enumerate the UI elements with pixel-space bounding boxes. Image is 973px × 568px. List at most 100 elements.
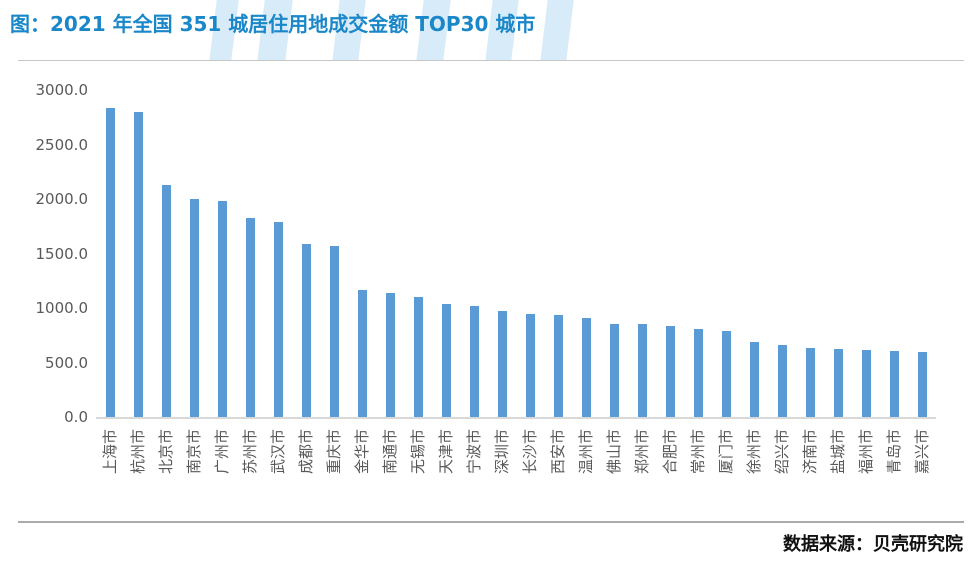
bar <box>357 289 367 417</box>
x-tick-label-text: 常州市 <box>689 429 707 475</box>
chart-title: 图：2021 年全国 351 城居住用地成交金额 TOP30 城市 <box>10 12 536 36</box>
bar-slot <box>460 90 488 417</box>
bar <box>553 315 563 417</box>
x-tick-label: 天津市 <box>432 429 460 529</box>
bar-slot <box>208 90 236 417</box>
bar <box>609 323 619 417</box>
x-tick-label-text: 北京市 <box>157 429 175 475</box>
bar <box>861 350 871 417</box>
bar-slot <box>124 90 152 417</box>
x-tick-label: 宁波市 <box>460 429 488 529</box>
bar-slot <box>264 90 292 417</box>
bar-slot <box>880 90 908 417</box>
bar-slot <box>544 90 572 417</box>
x-tick-label: 武汉市 <box>264 429 292 529</box>
bar <box>441 304 451 417</box>
bar <box>721 330 731 417</box>
x-tick-label-text: 杭州市 <box>129 429 147 475</box>
x-tick-label: 无锡市 <box>404 429 432 529</box>
x-tick-label-text: 上海市 <box>101 429 119 475</box>
x-tick-label: 合肥市 <box>656 429 684 529</box>
x-tick-label: 佛山市 <box>600 429 628 529</box>
bar <box>245 217 255 417</box>
x-tick-label-text: 西安市 <box>549 429 567 475</box>
bar-slot <box>628 90 656 417</box>
x-tick-label: 广州市 <box>208 429 236 529</box>
bar <box>217 200 227 417</box>
x-tick-label: 南通市 <box>376 429 404 529</box>
bar <box>805 348 815 417</box>
bar-slot <box>152 90 180 417</box>
x-tick-label-text: 嘉兴市 <box>913 429 931 475</box>
data-source-label: 数据来源：贝壳研究院 <box>783 534 963 555</box>
bars <box>96 90 936 417</box>
bar-slot <box>236 90 264 417</box>
x-tick-label: 长沙市 <box>516 429 544 529</box>
x-tick-label-text: 绍兴市 <box>773 429 791 475</box>
x-tick-label-text: 温州市 <box>577 429 595 475</box>
x-tick-label-text: 金华市 <box>353 429 371 475</box>
x-tick-label-text: 苏州市 <box>241 429 259 475</box>
watermark-stripe <box>540 0 574 61</box>
x-tick-label: 金华市 <box>348 429 376 529</box>
x-tick-label-text: 天津市 <box>437 429 455 475</box>
x-tick-label-text: 南通市 <box>381 429 399 475</box>
x-tick-label-text: 武汉市 <box>269 429 287 475</box>
bar <box>301 243 311 417</box>
bar-slot <box>516 90 544 417</box>
bar-slot <box>600 90 628 417</box>
bar-slot <box>908 90 936 417</box>
bar <box>525 314 535 417</box>
x-tick-label-text: 合肥市 <box>661 429 679 475</box>
x-tick-label-text: 盐城市 <box>829 429 847 475</box>
y-tick-label: 1000.0 <box>35 299 89 317</box>
bar-slot <box>796 90 824 417</box>
bar-slot <box>684 90 712 417</box>
bar-slot <box>656 90 684 417</box>
x-tick-label: 福州市 <box>852 429 880 529</box>
bar <box>413 296 423 417</box>
x-tick-label: 常州市 <box>684 429 712 529</box>
bar-slot <box>348 90 376 417</box>
bar <box>385 292 395 417</box>
x-tick-label-text: 宁波市 <box>465 429 483 475</box>
x-tick-label: 温州市 <box>572 429 600 529</box>
x-tick-label-text: 青岛市 <box>885 429 903 475</box>
bar <box>329 245 339 417</box>
y-tick-label: 2500.0 <box>35 135 89 154</box>
x-tick-label: 济南市 <box>796 429 824 529</box>
bar-slot <box>96 90 124 417</box>
y-tick-label: 1500.0 <box>35 244 89 263</box>
x-tick-label: 徐州市 <box>740 429 768 529</box>
x-tick-label: 西安市 <box>544 429 572 529</box>
bar-slot <box>320 90 348 417</box>
x-tick-label: 杭州市 <box>124 429 152 529</box>
x-tick-label: 郑州市 <box>628 429 656 529</box>
x-tick-label-text: 厦门市 <box>717 429 735 475</box>
bar <box>777 344 787 417</box>
x-tick-label-text: 深圳市 <box>493 429 511 475</box>
x-tick-label: 苏州市 <box>236 429 264 529</box>
bar <box>581 318 591 417</box>
bar-slot <box>768 90 796 417</box>
y-tick-label: 500.0 <box>45 353 88 372</box>
x-tick-label-text: 济南市 <box>801 429 819 475</box>
x-tick-label: 成都市 <box>292 429 320 529</box>
bar <box>161 184 171 417</box>
x-tick-label: 青岛市 <box>880 429 908 529</box>
x-tick-label: 厦门市 <box>712 429 740 529</box>
bar <box>749 341 759 417</box>
x-tick-label: 嘉兴市 <box>908 429 936 529</box>
x-axis-labels: 上海市 杭州市 北京市 南京市 广州市 苏州市 武汉市 成都市 重庆市 金华市 南通市 无锡市 天津市宁… <box>96 429 936 529</box>
y-tick-label: 3000.0 <box>35 81 89 99</box>
x-tick-label-text: 成都市 <box>297 429 315 475</box>
title-divider-line <box>18 60 964 61</box>
bar <box>889 351 899 417</box>
x-tick-label: 深圳市 <box>488 429 516 529</box>
x-tick-label: 重庆市 <box>320 429 348 529</box>
bar <box>917 351 927 417</box>
bar-slot <box>180 90 208 417</box>
bar-slot <box>572 90 600 417</box>
x-tick-label-text: 广州市 <box>213 429 231 475</box>
bar <box>105 108 115 417</box>
